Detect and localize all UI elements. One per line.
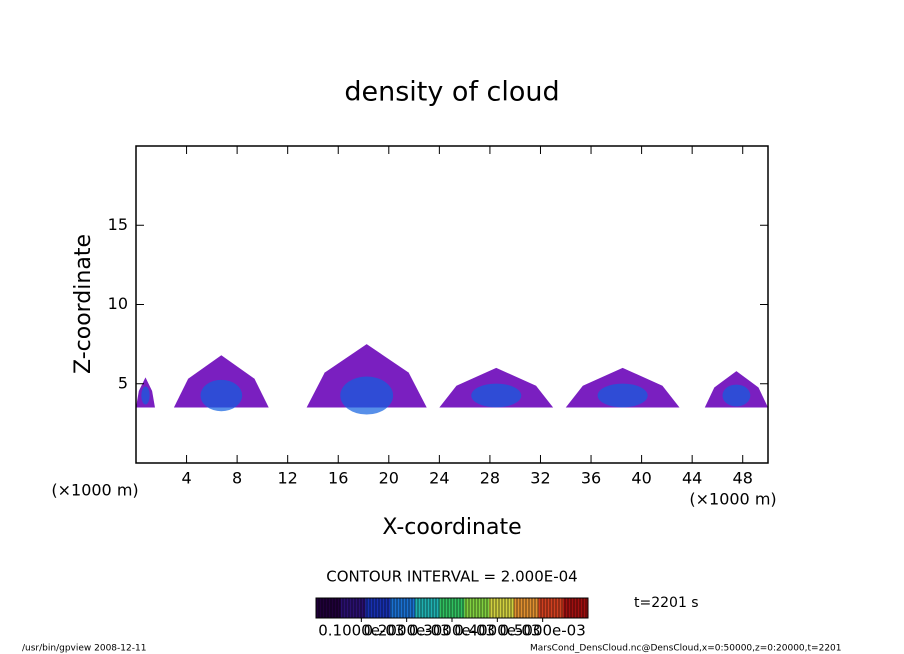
y-axis-label: Z-coordinate [71,234,96,374]
x-tick-label: 16 [328,469,348,488]
cloud-region [306,344,427,408]
x-unit: (×1000 m) [689,490,776,509]
cloud-core [722,384,751,407]
x-tick-label: 48 [733,469,753,488]
colorbar-tick-label: 0.4000e-03 [454,622,540,640]
x-tick-label: 44 [682,469,702,488]
chart-title: density of cloud [344,77,559,108]
x-tick-label: 36 [581,469,601,488]
colorbar-cell [365,598,391,618]
colorbar-cell [439,598,465,618]
x-tick-label: 4 [181,469,191,488]
x-tick-label: 20 [379,469,399,488]
cloud-core [597,383,648,408]
plot-frame [135,145,769,464]
x-tick-label: 24 [429,469,449,488]
y-tick-label: 15 [108,215,128,234]
footer-right: MarsCond_DensCloud.nc@DensCloud,x=0:5000… [530,644,842,654]
time-label: t=2201 s [634,595,699,611]
cloud-core [471,383,522,408]
cloud-core [200,379,243,412]
x-axis-label: X-coordinate [382,515,521,540]
x-tick-label: 8 [232,469,242,488]
colorbar-cell [316,598,342,618]
cloud-core [141,386,150,405]
y-tick-label: 10 [108,294,128,313]
contour-interval: CONTOUR INTERVAL = 2.000E-04 [326,568,577,586]
x-tick-label: 12 [278,469,298,488]
x-tick-label: 28 [480,469,500,488]
x-tick-label: 40 [631,469,651,488]
colorbar-tick-label: 0.1000e-03 [318,622,404,640]
x-tick-label: 32 [530,469,550,488]
colorbar-cell [464,598,490,618]
footer-left: /usr/bin/gpview 2008-12-11 [22,644,146,654]
colorbar-cell [563,598,589,618]
colorbar-tick-label: 0.3000e-03 [409,622,495,640]
y-tick-label: 5 [118,373,128,392]
colorbar-cell [414,598,441,618]
cloud-core [340,376,394,415]
colorbar-tick-label: 0.5000e-03 [500,622,586,640]
y-unit: (×1000 m) [51,481,138,500]
colorbar-cell [538,598,564,618]
colorbar-cell [340,598,366,618]
colorbar-tick-label: 0.2000e-03 [364,622,450,640]
